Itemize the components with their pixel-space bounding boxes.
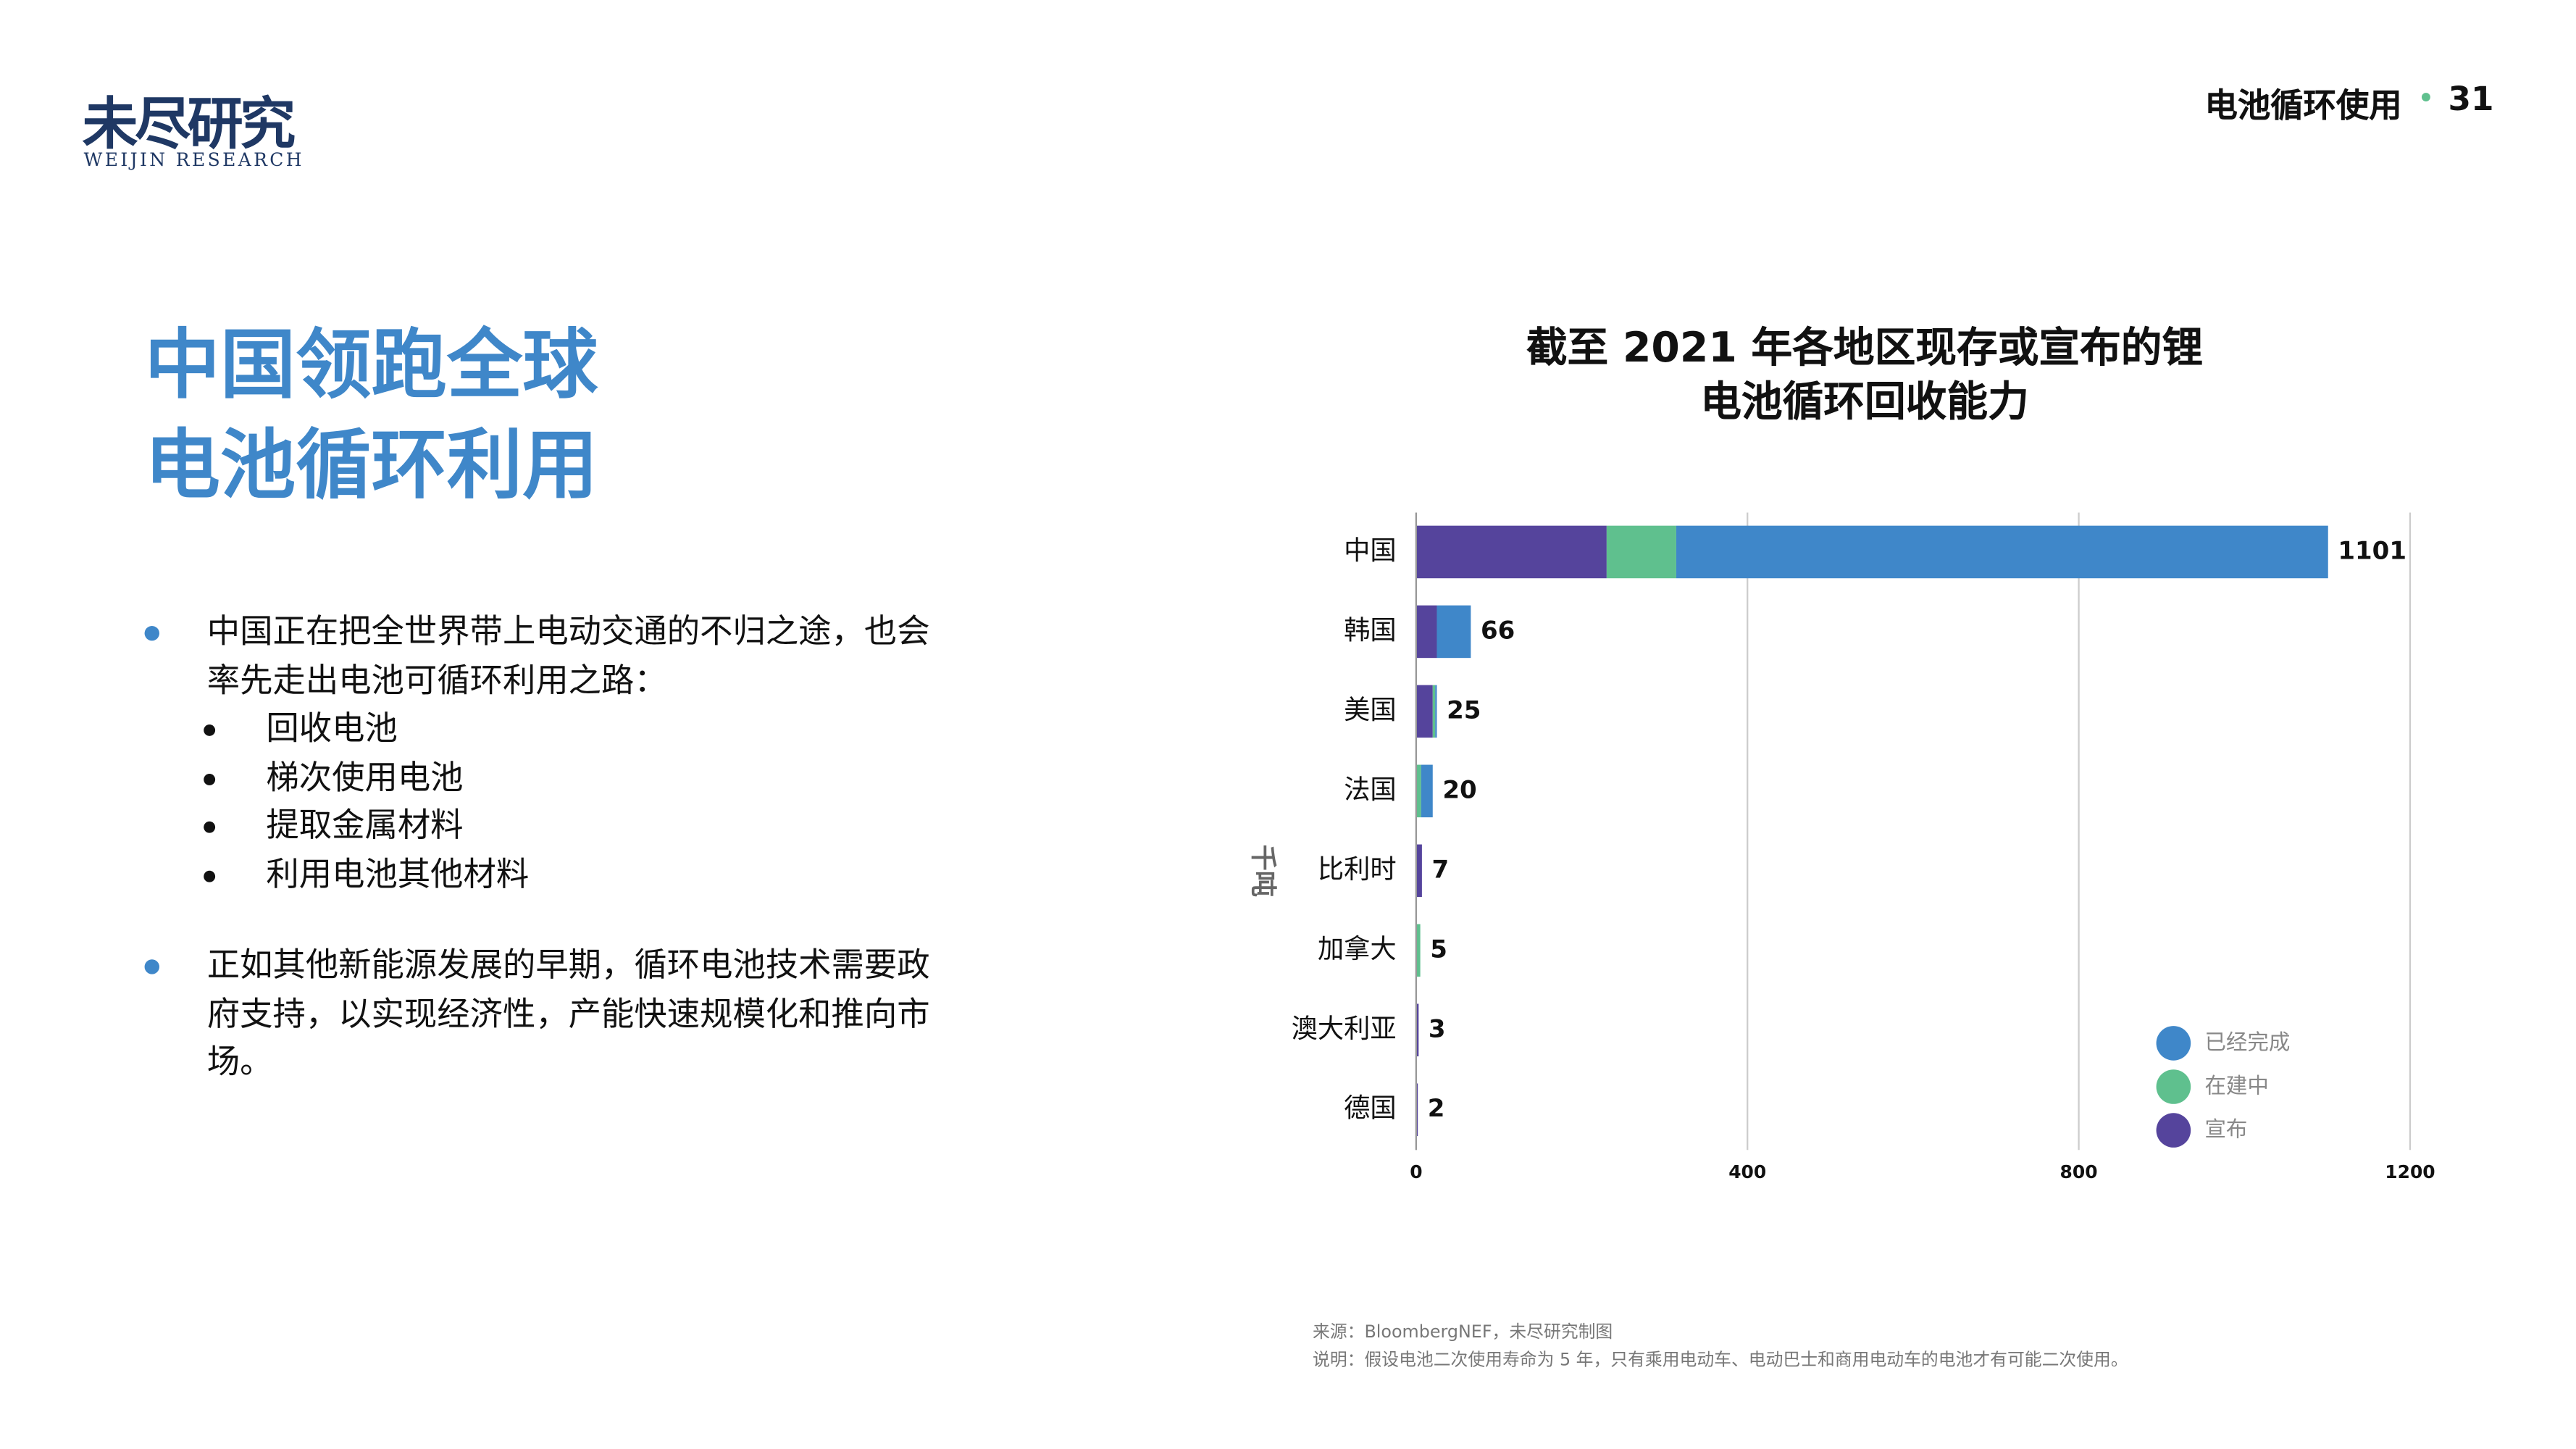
total-label: 20 (1442, 775, 1476, 804)
chart-title: 截至 2021 年各地区现存或宣布的锂电池循环回收能力 (1526, 323, 2204, 426)
note: 说明：假设电池二次使用寿命为 5 年，只有乘用电动车、电动巴士和商用电动车的电池… (1313, 1350, 2128, 1371)
y-tick-label: 德国 (1344, 1093, 1397, 1124)
sub-bullet: 回收电池 (204, 705, 947, 753)
x-tick-label: 1200 (2385, 1161, 2435, 1182)
x-tick-label: 0 (1410, 1161, 1422, 1182)
y-tick-label: 比利时 (1318, 853, 1397, 885)
total-label: 25 (1447, 696, 1481, 724)
bar-segment (1437, 605, 1471, 659)
bar-segment (1415, 1003, 1419, 1057)
bullet: 正如其他新能源发展的早期，循环电池技术需要政府支持，以实现经济性，产能快速规模化… (141, 941, 946, 1087)
headline-line: 中国领跑全球 (144, 320, 598, 409)
sub-bullet: 提取金属材料 (204, 802, 947, 851)
legend-swatch (2156, 1069, 2191, 1104)
bar-segment (1415, 764, 1421, 818)
y-tick-label: 中国 (1344, 535, 1397, 566)
legend-label: 宣布 (2204, 1117, 2247, 1142)
footer: 来源：BloombergNEF，未尽研究制图 说明：假设电池二次使用寿命为 5 … (1313, 1319, 2128, 1375)
bullet-list: 中国正在把全世界带上电动交通的不归之途，也会率先走出电池可循环利用之路： 回收电池… (141, 608, 946, 1129)
source: 来源：BloombergNEF，未尽研究制图 (1313, 1322, 1613, 1342)
bar-segment (1415, 525, 1607, 579)
bar-segment (1606, 525, 1676, 579)
bullet: 中国正在把全世界带上电动交通的不归之途，也会率先走出电池可循环利用之路： 回收电池… (141, 608, 946, 898)
logo-sub: WEIJIN RESEARCH (83, 149, 304, 171)
page-number: 31 (2448, 78, 2494, 119)
bar-segment (1415, 1083, 1418, 1137)
total-label: 7 (1432, 855, 1450, 884)
bullet-text: 正如其他新能源发展的早期，循环电池技术需要政府支持，以实现经济性，产能快速规模化… (206, 944, 930, 1082)
y-tick-label: 韩国 (1344, 614, 1397, 646)
x-tick-label: 400 (1728, 1161, 1766, 1182)
logo: 未尽研究 (82, 91, 296, 158)
bar-segment (1676, 525, 2328, 579)
section-title: 电池循环使用 (2204, 85, 2402, 125)
bar-segment (1415, 685, 1433, 738)
total-label: 1101 (2338, 536, 2406, 565)
bar-segment (1415, 605, 1437, 659)
x-tick-label: 800 (2060, 1161, 2098, 1182)
bar-segment (1415, 844, 1422, 898)
headline-line: 电池循环利用 (144, 420, 598, 509)
legend-swatch (2156, 1026, 2191, 1061)
total-label: 2 (1428, 1094, 1445, 1123)
sub-bullet: 梯次使用电池 (204, 753, 947, 802)
y-tick-label: 法国 (1344, 774, 1397, 805)
total-label: 66 (1481, 616, 1515, 645)
bar-segment (1432, 685, 1436, 738)
legend-label: 已经完成 (2204, 1030, 2290, 1054)
y-tick-label: 加拿大 (1318, 933, 1397, 964)
bullet-text: 中国正在把全世界带上电动交通的不归之途，也会率先走出电池可循环利用之路： (206, 611, 930, 699)
total-label: 3 (1429, 1014, 1446, 1043)
y-axis-label: 千吨 (1248, 845, 1279, 898)
bar-segment (1415, 924, 1421, 977)
separator: • (2417, 82, 2435, 117)
headline: 中国领跑全球 电池循环利用 (145, 315, 598, 516)
y-tick-label: 美国 (1344, 694, 1397, 725)
legend-label: 在建中 (2204, 1073, 2268, 1098)
total-label: 5 (1430, 935, 1447, 964)
sub-bullet: 利用电池其他材料 (204, 850, 947, 898)
bar-segment (1421, 764, 1433, 818)
bar-segment (1435, 685, 1437, 738)
legend-swatch (2156, 1113, 2191, 1148)
y-tick-label: 澳大利亚 (1292, 1013, 1397, 1044)
